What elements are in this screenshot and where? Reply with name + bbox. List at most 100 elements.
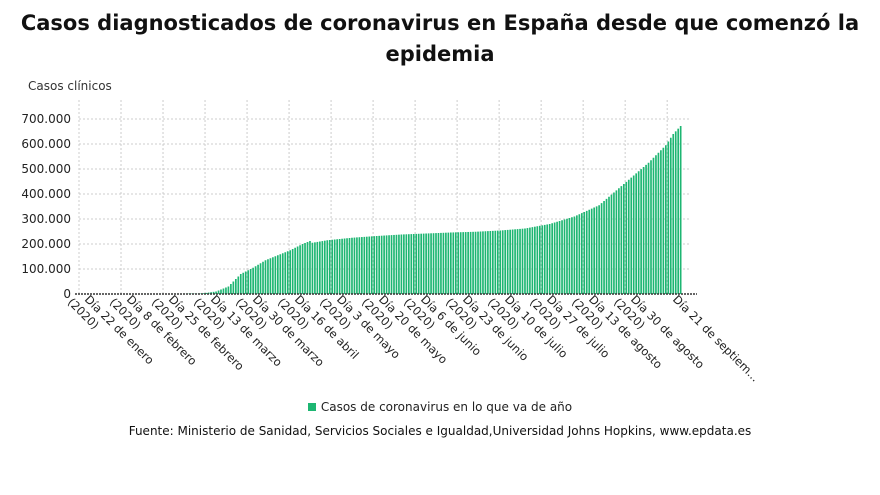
bar (492, 230, 494, 294)
bar (469, 231, 472, 294)
bar (331, 239, 334, 294)
bar (538, 225, 541, 294)
bar (252, 267, 254, 294)
bar (551, 223, 553, 294)
bar (314, 242, 316, 294)
bar (600, 203, 603, 294)
bar (526, 228, 529, 294)
bar (222, 288, 225, 294)
bar (442, 232, 445, 294)
bar (365, 236, 368, 294)
bar (615, 190, 618, 294)
bar (323, 240, 326, 294)
y-tick-label: 700.000 (21, 112, 71, 126)
bar (309, 241, 311, 294)
bar (657, 152, 660, 294)
y-tick-label: 0 (63, 287, 71, 301)
bar (519, 228, 521, 294)
bar (388, 235, 390, 294)
bar (254, 266, 257, 294)
y-tick-label: 500.000 (21, 162, 71, 176)
y-axis-label: Casos clínicos (28, 79, 112, 93)
bar (296, 246, 299, 294)
bar (281, 253, 284, 294)
bar (583, 212, 586, 294)
bar (541, 225, 544, 294)
bar (489, 231, 492, 294)
bar (563, 219, 566, 294)
bar (566, 218, 568, 294)
bar (635, 173, 638, 294)
bar-chart: 0 100.000 200.000 300.000 400.000 500.000 600.… (21, 100, 762, 384)
y-tick-label: 600.000 (21, 137, 71, 151)
bar (269, 258, 272, 294)
chart-title: Casos diagnosticados de coronavirus en E… (20, 11, 860, 66)
bar (346, 238, 348, 294)
bar (370, 236, 373, 294)
bar (430, 233, 432, 294)
bar (304, 243, 306, 294)
bar (516, 229, 519, 294)
bar (217, 290, 220, 294)
bar (524, 228, 526, 294)
bar (652, 157, 655, 294)
y-tick-label: 400.000 (21, 187, 71, 201)
bar (655, 155, 657, 294)
bar (407, 234, 410, 294)
bar (608, 196, 610, 294)
bar (645, 164, 647, 294)
bar (249, 269, 252, 294)
legend: Casos de coronavirus en lo que va de año (0, 400, 880, 414)
bar (543, 224, 546, 294)
bar (531, 227, 534, 294)
bar (449, 232, 452, 294)
bar (472, 231, 474, 294)
bar (677, 128, 680, 294)
bar (477, 231, 479, 294)
bar (215, 291, 217, 294)
bar (568, 218, 571, 294)
bar (501, 230, 504, 294)
bar (415, 233, 418, 294)
bar (459, 232, 462, 294)
bar (576, 215, 578, 294)
bar (437, 233, 440, 294)
bar (242, 272, 245, 294)
bar (445, 232, 447, 294)
bar (647, 162, 650, 294)
bar (637, 171, 640, 294)
bar (319, 241, 321, 294)
bar (504, 230, 507, 294)
bar (593, 207, 596, 294)
bar (227, 286, 230, 294)
bar (328, 240, 331, 294)
bar (400, 234, 403, 294)
bar (395, 234, 398, 294)
bar (286, 251, 289, 294)
bar (284, 252, 287, 294)
bar (316, 241, 319, 294)
bar (336, 239, 338, 294)
bar (534, 226, 536, 294)
bar (210, 292, 212, 294)
bar (326, 240, 329, 294)
legend-label: Casos de coronavirus en lo que va de año (320, 400, 573, 414)
bar (553, 222, 556, 294)
bar (573, 216, 576, 294)
bar (603, 201, 605, 294)
bar (494, 230, 497, 294)
bar (375, 236, 378, 294)
bar (496, 230, 499, 294)
bar (412, 234, 415, 294)
bar (380, 235, 383, 294)
bar (630, 177, 633, 294)
bar (393, 234, 395, 294)
bar (662, 147, 665, 294)
bar (595, 206, 598, 294)
bar (679, 126, 682, 294)
bar (669, 137, 672, 294)
bar (398, 234, 400, 294)
bar (452, 232, 455, 294)
bar (665, 145, 667, 294)
bar (580, 213, 583, 294)
